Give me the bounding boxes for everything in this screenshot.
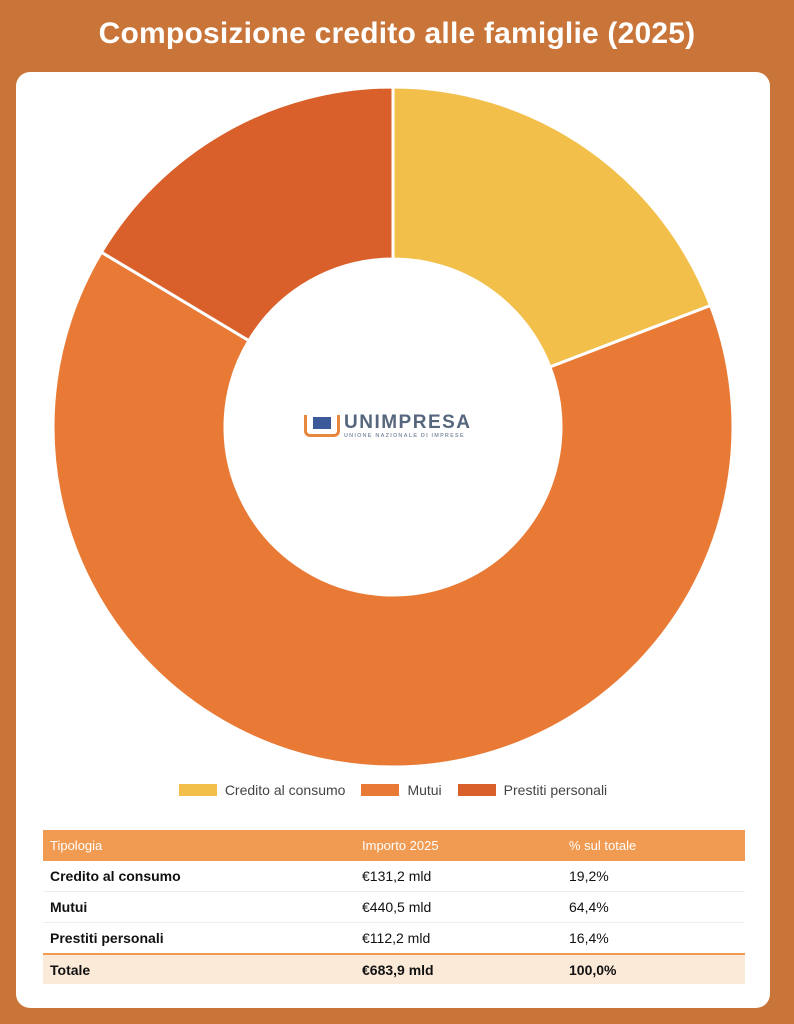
chart-panel: UNIMPRESA UNIONE NAZIONALE DI IMPRESE Cr…	[16, 72, 770, 1008]
legend-item-mutui[interactable]: Mutui	[361, 782, 442, 798]
table-cell-tipologia: Credito al consumo	[43, 861, 355, 892]
page-title: Composizione credito alle famiglie (2025…	[98, 17, 696, 50]
column-header-percentuale: % sul totale	[562, 830, 745, 861]
logo-text: UNIMPRESA	[344, 412, 472, 433]
data-table: Tipologia Importo 2025 % sul totale Cred…	[43, 830, 745, 984]
legend-item-prestiti-personali[interactable]: Prestiti personali	[457, 782, 608, 798]
table-total-importo: €683,9 mld	[355, 953, 562, 984]
donut-slice-prestiti-personali[interactable]	[99, 85, 395, 343]
table-row: Prestiti personali €112,2 mld 16,4%	[43, 922, 745, 955]
header-bar: Composizione credito alle famiglie (2025…	[0, 0, 794, 76]
table-cell-percentuale: 64,4%	[562, 891, 745, 923]
legend-swatch-credito-al-consumo	[178, 784, 217, 796]
column-header-importo: Importo 2025	[355, 830, 562, 861]
table-row: Credito al consumo €131,2 mld 19,2%	[43, 861, 745, 892]
table-cell-percentuale: 16,4%	[562, 922, 745, 955]
table-cell-importo: €112,2 mld	[355, 922, 562, 955]
chart-legend: Credito al consumo Mutui Prestiti person…	[16, 782, 770, 798]
table-total-label: Totale	[43, 953, 355, 984]
table-cell-importo: €440,5 mld	[355, 891, 562, 923]
table-cell-importo: €131,2 mld	[355, 861, 562, 892]
legend-label: Mutui	[407, 782, 442, 798]
legend-swatch-prestiti-personali	[457, 784, 496, 796]
table-row: Mutui €440,5 mld 64,4%	[43, 891, 745, 923]
legend-item-credito-al-consumo[interactable]: Credito al consumo	[178, 782, 346, 798]
legend-label: Credito al consumo	[224, 782, 346, 798]
table-total-percentuale: 100,0%	[562, 953, 745, 984]
unimpresa-logo: UNIMPRESA UNIONE NAZIONALE DI IMPRESE	[304, 413, 494, 441]
table-header-row: Tipologia Importo 2025 % sul totale	[43, 830, 745, 861]
donut-chart	[51, 85, 735, 769]
table-cell-percentuale: 19,2%	[562, 861, 745, 892]
legend-label: Prestiti personali	[503, 782, 608, 798]
logo-subtitle: UNIONE NAZIONALE DI IMPRESE	[344, 433, 465, 439]
column-header-tipologia: Tipologia	[43, 830, 355, 861]
table-cell-tipologia: Prestiti personali	[43, 922, 355, 955]
donut-slice-credito-al-consumo[interactable]	[391, 85, 713, 369]
legend-swatch-mutui	[361, 784, 400, 796]
table-total-row: Totale €683,9 mld 100,0%	[43, 953, 745, 984]
logo-mark-icon	[304, 415, 340, 437]
donut-slice-mutui[interactable]	[51, 250, 735, 769]
table-cell-tipologia: Mutui	[43, 891, 355, 923]
